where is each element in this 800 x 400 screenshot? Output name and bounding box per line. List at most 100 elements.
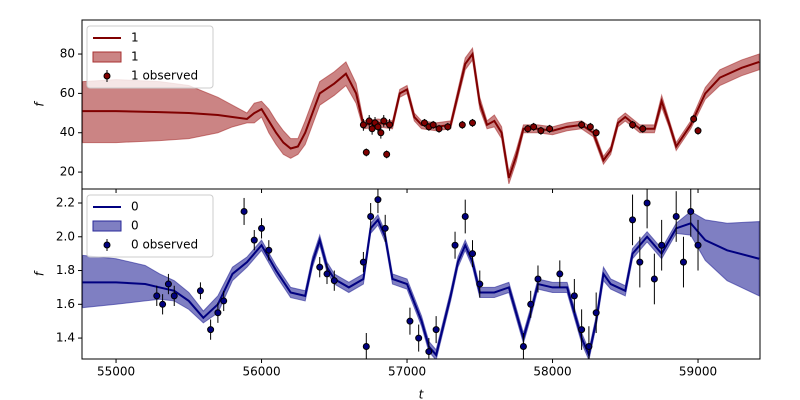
observed-point (330, 277, 338, 285)
y-tick-label: 40 (60, 125, 75, 139)
observed-point (196, 287, 204, 295)
x-tick-label: 57000 (388, 365, 426, 379)
y-axis-label: f (33, 270, 47, 276)
y-tick-label: 20 (60, 165, 75, 179)
observed-point (359, 258, 367, 266)
observed-point (451, 241, 459, 249)
observed-point (258, 224, 266, 232)
observed-point (592, 129, 600, 137)
subplot: 20 40 60 80 f 1 1 1 observed (33, 19, 761, 193)
observed-point (444, 123, 452, 131)
observed-point (629, 216, 637, 224)
observed-point (380, 117, 388, 125)
observed-point (367, 213, 375, 221)
legend: 0 0 0 observed (86, 194, 214, 258)
observed-point (469, 250, 477, 258)
observed-point (265, 246, 273, 254)
observed-point (458, 121, 466, 129)
legend-frame (86, 194, 214, 258)
y-tick-label: 60 (60, 86, 75, 100)
legend-label: 1 (131, 31, 139, 45)
legend-label: 1 (131, 50, 139, 64)
y-tick-label: 2.2 (56, 196, 75, 210)
observed-point (537, 127, 545, 135)
observed-point (658, 241, 666, 249)
y-tick-label: 80 (60, 47, 75, 61)
legend: 1 1 1 observed (86, 25, 214, 89)
legend-swatch (92, 51, 122, 63)
observed-point (365, 117, 373, 125)
observed-point (429, 121, 437, 129)
observed-point (362, 343, 370, 351)
x-tick-label: 58000 (533, 365, 571, 379)
observed-point (250, 236, 258, 244)
observed-point (679, 258, 687, 266)
x-tick-label: 56000 (242, 365, 280, 379)
observed-point (316, 263, 324, 271)
observed-point (639, 125, 647, 133)
observed-point (425, 348, 433, 356)
legend-frame (86, 25, 214, 89)
observed-point (170, 292, 178, 300)
legend-label: 0 (131, 200, 139, 214)
observed-point (435, 125, 443, 133)
observed-point (629, 121, 637, 129)
observed-point (386, 121, 394, 129)
y-axis-label: f (33, 101, 47, 107)
observed-point (694, 241, 702, 249)
observed-point (570, 292, 578, 300)
legend-label: 0 (131, 219, 139, 233)
x-tick-label: 59000 (679, 365, 717, 379)
y-tick-label: 1.4 (56, 331, 75, 345)
plot-area (82, 46, 760, 185)
observed-point (687, 207, 695, 215)
observed-point (220, 297, 228, 305)
axes-frame (81, 188, 761, 360)
observed-point (556, 270, 564, 278)
observed-point (636, 258, 644, 266)
y-tick-label: 1.6 (56, 297, 75, 311)
observed-point (406, 317, 414, 325)
observed-point (586, 123, 594, 131)
observed-point (524, 125, 532, 133)
observed-point (374, 123, 382, 131)
observed-point (207, 326, 215, 334)
legend-swatch (92, 220, 122, 232)
observed-point (694, 127, 702, 135)
observed-point (362, 148, 370, 156)
legend-marker (103, 72, 111, 80)
observed-point (643, 199, 651, 207)
legend-marker (103, 241, 111, 249)
observed-point (368, 125, 376, 133)
x-tick-label: 55000 (97, 365, 135, 379)
legend-label: 1 observed (131, 69, 198, 83)
observed-point (469, 119, 477, 127)
legend-label: 0 observed (131, 238, 198, 252)
observed-point (374, 196, 382, 204)
observed-point (420, 119, 428, 127)
observed-point (585, 343, 593, 351)
observed-point (240, 207, 248, 215)
observed-point (592, 309, 600, 317)
y-tick-label: 2.0 (56, 229, 75, 243)
observed-point (546, 125, 554, 133)
observed-point (690, 115, 698, 123)
observed-point (530, 123, 538, 131)
observed-point (461, 213, 469, 221)
observed-point (650, 275, 658, 283)
observed-point (377, 129, 385, 137)
plot-area (82, 189, 760, 359)
observed-point (527, 300, 535, 308)
observed-point (159, 300, 167, 308)
observed-point (534, 275, 542, 283)
observed-point (153, 292, 161, 300)
subplot: 1.4 1.6 1.8 2.0 2.2 55000 56000 57000 58000 59000… (33, 188, 761, 400)
observed-point (359, 121, 367, 129)
observed-point (323, 270, 331, 278)
observed-point (476, 280, 484, 288)
observed-point (383, 150, 391, 158)
y-tick-label: 1.8 (56, 263, 75, 277)
x-axis-label: t (419, 388, 425, 400)
line (82, 218, 760, 359)
